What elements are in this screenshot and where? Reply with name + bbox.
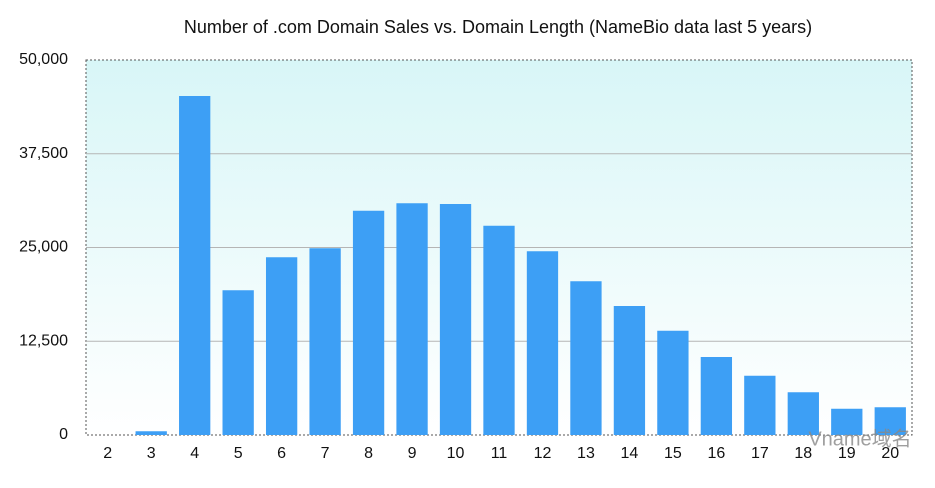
bar <box>135 431 167 435</box>
x-tick-label: 15 <box>664 445 682 462</box>
bar <box>787 392 819 435</box>
bar <box>439 204 472 435</box>
x-tick-label: 13 <box>577 445 595 462</box>
bar <box>179 96 211 435</box>
x-tick-label: 11 <box>491 445 508 462</box>
bar <box>744 375 776 435</box>
y-tick-label: 0 <box>59 426 68 443</box>
x-tick-label: 10 <box>447 445 465 462</box>
bar <box>570 281 602 435</box>
x-tick-label: 3 <box>147 445 156 462</box>
x-tick-label: 9 <box>408 445 417 462</box>
x-tick-label: 5 <box>234 445 243 462</box>
bar <box>657 330 689 435</box>
bar <box>483 225 515 435</box>
chart-title: Number of .com Domain Sales vs. Domain L… <box>184 17 812 37</box>
x-tick-label: 7 <box>321 445 330 462</box>
bar <box>613 306 646 435</box>
bar <box>874 407 906 435</box>
bar <box>352 210 385 435</box>
x-tick-label: 17 <box>751 445 769 462</box>
y-tick-label: 25,000 <box>19 239 68 256</box>
bar <box>700 357 733 435</box>
y-tick-label: 50,000 <box>19 51 68 68</box>
x-tick-label: 12 <box>534 445 552 462</box>
x-tick-label: 8 <box>364 445 373 462</box>
x-tick-label: 18 <box>794 445 812 462</box>
x-tick-label: 19 <box>838 445 856 462</box>
bar <box>265 257 298 435</box>
y-tick-label: 37,500 <box>19 145 68 162</box>
y-tick-label: 12,500 <box>19 332 68 349</box>
x-tick-label: 16 <box>707 445 725 462</box>
watermark: Vname域名 <box>808 427 911 450</box>
bar <box>526 251 559 435</box>
bar <box>396 203 428 435</box>
x-tick-label: 14 <box>621 445 639 462</box>
bar <box>831 408 863 435</box>
bar <box>309 248 341 435</box>
x-tick-label: 6 <box>277 445 286 462</box>
x-tick-label: 20 <box>881 445 899 462</box>
x-tick-label: 4 <box>190 445 199 462</box>
bar <box>222 290 254 435</box>
x-tick-label: 2 <box>103 445 112 462</box>
